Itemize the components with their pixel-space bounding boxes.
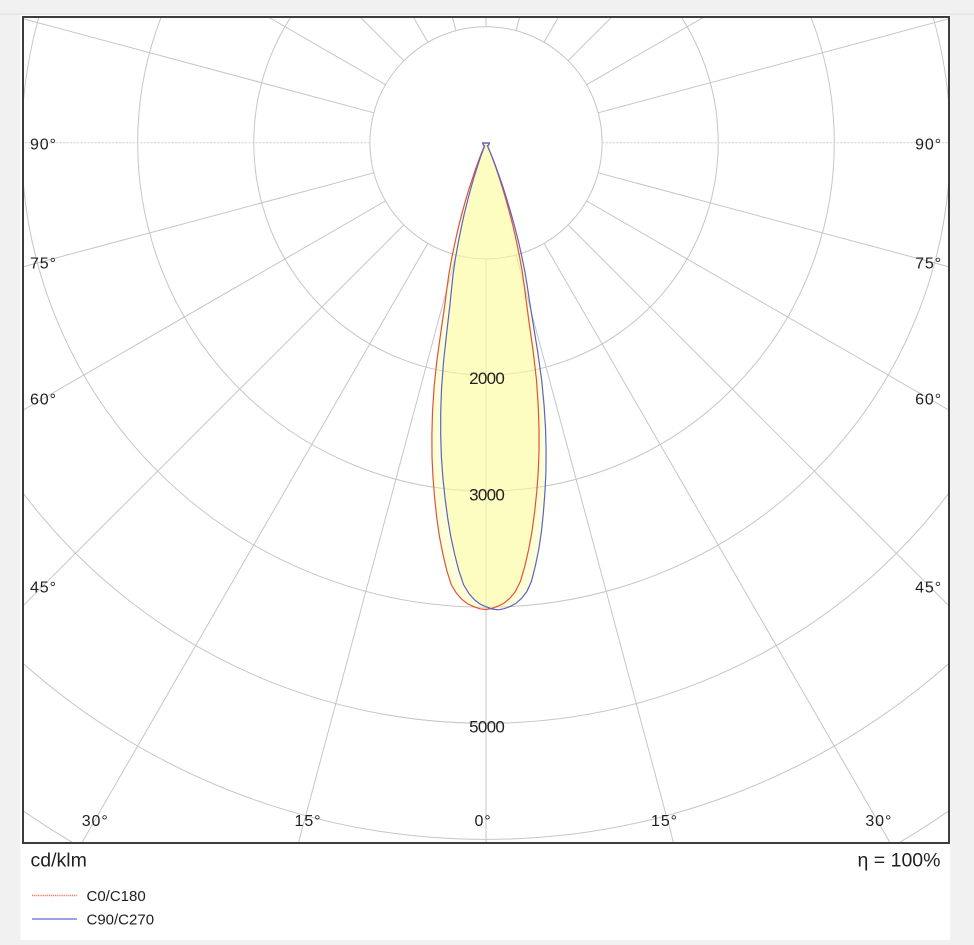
svg-text:45°: 45°	[30, 579, 57, 596]
svg-text:cd/klm: cd/klm	[31, 850, 87, 872]
svg-text:0°: 0°	[474, 813, 491, 830]
svg-text:75°: 75°	[30, 256, 57, 273]
svg-text:5000: 5000	[469, 718, 504, 737]
svg-text:2000: 2000	[469, 369, 504, 388]
svg-text:45°: 45°	[915, 579, 942, 596]
svg-text:15°: 15°	[295, 813, 322, 830]
svg-text:3000: 3000	[469, 485, 504, 504]
svg-text:75°: 75°	[915, 256, 942, 273]
svg-text:30°: 30°	[865, 813, 892, 830]
svg-text:15°: 15°	[651, 813, 678, 830]
svg-text:60°: 60°	[915, 392, 942, 409]
svg-text:60°: 60°	[30, 392, 57, 409]
svg-text:C90/C270: C90/C270	[87, 912, 155, 929]
svg-text:30°: 30°	[82, 813, 109, 830]
svg-text:90°: 90°	[915, 137, 942, 154]
svg-text:C0/C180: C0/C180	[87, 888, 146, 905]
svg-text:η = 100%: η = 100%	[858, 850, 941, 872]
svg-text:90°: 90°	[30, 137, 57, 154]
